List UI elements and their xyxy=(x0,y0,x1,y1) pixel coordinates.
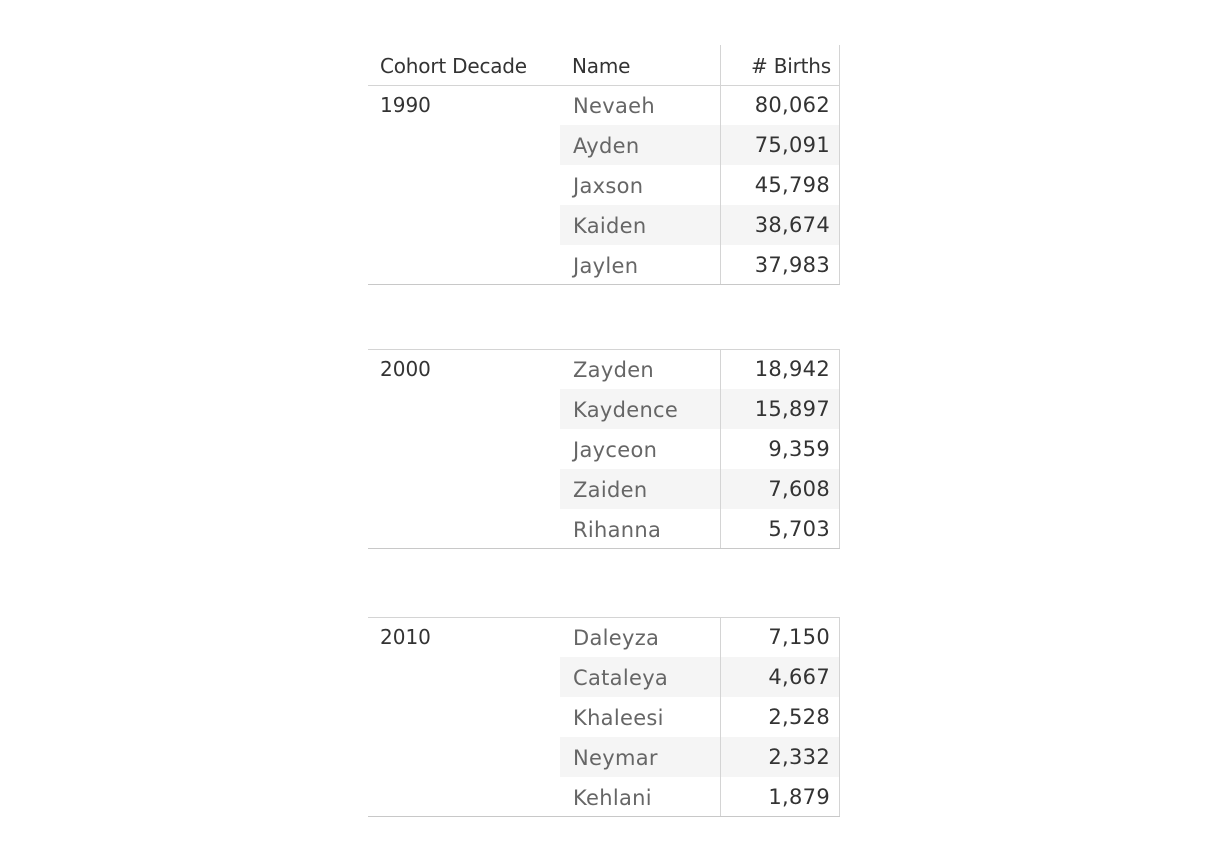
column-header-births: # Births xyxy=(751,54,831,78)
group-top-border xyxy=(368,85,840,86)
name-cell: Kaydence xyxy=(573,398,679,422)
table-row[interactable]: Jayceon 9,359 xyxy=(560,429,839,469)
header-right-border xyxy=(839,45,840,85)
births-cell: 38,674 xyxy=(754,213,830,237)
name-cell: Zayden xyxy=(573,358,655,382)
table-row[interactable]: Cataleya 4,667 xyxy=(560,657,839,697)
name-cell: Jayceon xyxy=(573,438,658,462)
births-cell: 2,528 xyxy=(768,705,830,729)
right-border xyxy=(839,85,840,285)
births-cell: 7,150 xyxy=(768,625,830,649)
group-top-border xyxy=(368,617,840,618)
name-cell: Jaxson xyxy=(573,174,644,198)
group-top-border xyxy=(368,349,840,350)
decade-group-2000: Zayden 18,942 Kaydence 15,897 Jayceon 9,… xyxy=(368,349,840,549)
births-cell: 5,703 xyxy=(768,517,830,541)
table-row[interactable]: Zayden 18,942 xyxy=(560,349,839,389)
table-row[interactable]: Jaxson 45,798 xyxy=(560,165,839,205)
table-row[interactable]: Kaydence 15,897 xyxy=(560,389,839,429)
name-cell: Kehlani xyxy=(573,786,652,810)
births-cell: 1,879 xyxy=(768,785,830,809)
births-cell: 7,608 xyxy=(768,477,830,501)
table-row[interactable]: Zaiden 7,608 xyxy=(560,469,839,509)
name-cell: Nevaeh xyxy=(573,94,655,118)
name-cell: Daleyza xyxy=(573,626,660,650)
name-cell: Zaiden xyxy=(573,478,648,502)
group-bottom-border xyxy=(368,284,840,285)
births-cell: 45,798 xyxy=(754,173,830,197)
table-row[interactable]: Jaylen 37,983 xyxy=(560,245,839,285)
births-cell: 15,897 xyxy=(754,397,830,421)
decade-label: 2000 xyxy=(380,357,431,381)
name-cell: Jaylen xyxy=(573,254,639,278)
right-border xyxy=(839,349,840,549)
name-cell: Cataleya xyxy=(573,666,669,690)
column-header-cohort-decade: Cohort Decade xyxy=(380,54,527,78)
table-row[interactable]: Kaiden 38,674 xyxy=(560,205,839,245)
decade-label: 1990 xyxy=(380,93,431,117)
table-row[interactable]: Kehlani 1,879 xyxy=(560,777,839,817)
table-header: Cohort Decade Name # Births xyxy=(368,45,840,85)
decade-group-1990: Nevaeh 80,062 Ayden 75,091 Jaxson 45,798… xyxy=(368,85,840,285)
table-row[interactable]: Daleyza 7,150 xyxy=(560,617,839,657)
column-divider xyxy=(720,85,721,285)
header-divider xyxy=(720,45,721,85)
name-cell: Rihanna xyxy=(573,518,662,542)
right-border xyxy=(839,617,840,817)
table-row[interactable]: Nevaeh 80,062 xyxy=(560,85,839,125)
births-cell: 75,091 xyxy=(754,133,830,157)
group-bottom-border xyxy=(368,816,840,817)
name-cell: Khaleesi xyxy=(573,706,664,730)
births-cell: 2,332 xyxy=(768,745,830,769)
births-cell: 18,942 xyxy=(754,357,830,381)
births-cell: 9,359 xyxy=(768,437,830,461)
name-cell: Kaiden xyxy=(573,214,647,238)
column-divider xyxy=(720,349,721,549)
table-row[interactable]: Neymar 2,332 xyxy=(560,737,839,777)
table-row[interactable]: Rihanna 5,703 xyxy=(560,509,839,549)
table-row[interactable]: Ayden 75,091 xyxy=(560,125,839,165)
column-header-name: Name xyxy=(572,54,631,78)
name-cell: Neymar xyxy=(573,746,658,770)
group-bottom-border xyxy=(368,548,840,549)
name-cell: Ayden xyxy=(573,134,640,158)
decade-label: 2010 xyxy=(380,625,431,649)
decade-group-2010: Daleyza 7,150 Cataleya 4,667 Khaleesi 2,… xyxy=(368,617,840,817)
column-divider xyxy=(720,617,721,817)
births-cell: 4,667 xyxy=(768,665,830,689)
births-cell: 80,062 xyxy=(754,93,830,117)
table-row[interactable]: Khaleesi 2,528 xyxy=(560,697,839,737)
births-cell: 37,983 xyxy=(754,253,830,277)
